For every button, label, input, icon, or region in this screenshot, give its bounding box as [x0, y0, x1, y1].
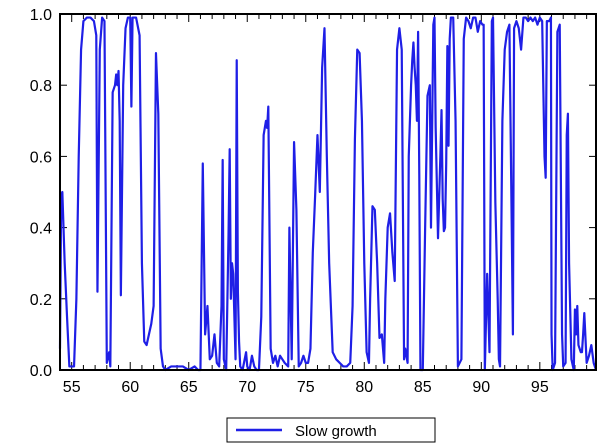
x-tick-label: 60: [121, 379, 139, 396]
x-tick-label: 65: [180, 379, 198, 396]
y-tick-label: 0.6: [30, 149, 52, 166]
series-line-slow-growth: [58, 16, 598, 372]
x-tick-label: 95: [531, 379, 549, 396]
series-layer: [58, 16, 598, 372]
x-tick-label: 85: [414, 379, 432, 396]
plot-frame: [59, 13, 597, 371]
tick-labels-layer: 0.0 0.2 0.4 0.6 0.8 1.0 55 60 65 70 75 80 85 90 95: [30, 7, 549, 396]
x-tick-label: 70: [238, 379, 256, 396]
legend-label: Slow growth: [295, 423, 377, 440]
x-tick-label: 90: [472, 379, 490, 396]
legend: Slow growth: [226, 417, 436, 443]
x-tick-label: 55: [63, 379, 81, 396]
y-tick-label: 0.4: [30, 221, 52, 238]
y-tick-label: 0.8: [30, 78, 52, 95]
y-tick-label: 1.0: [30, 7, 52, 24]
y-tick-label: 0.0: [30, 363, 52, 380]
y-tick-label: 0.2: [30, 292, 52, 309]
x-tick-label: 80: [355, 379, 373, 396]
x-tick-label: 75: [297, 379, 315, 396]
